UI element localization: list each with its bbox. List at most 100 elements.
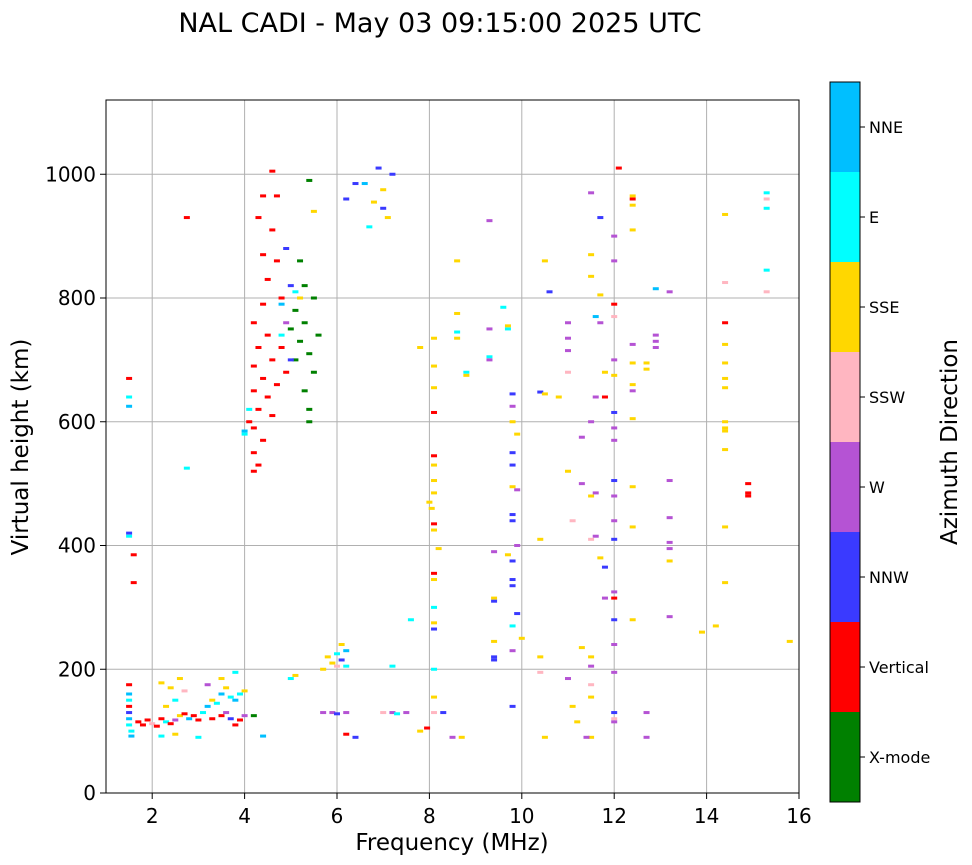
data-point bbox=[500, 305, 507, 309]
data-point bbox=[255, 407, 262, 411]
data-point bbox=[250, 451, 257, 455]
data-point bbox=[611, 643, 618, 646]
data-point bbox=[518, 636, 525, 640]
data-point bbox=[601, 395, 608, 399]
data-point bbox=[491, 599, 498, 603]
x-tick-label: 8 bbox=[423, 804, 436, 828]
data-point bbox=[509, 451, 516, 455]
data-point bbox=[163, 720, 170, 724]
x-tick-label: 2 bbox=[146, 804, 159, 828]
data-point bbox=[431, 695, 438, 699]
colorbar-tick-label: SSE bbox=[869, 298, 899, 317]
data-point bbox=[338, 643, 345, 646]
data-point bbox=[574, 720, 581, 724]
data-point bbox=[209, 717, 216, 721]
data-point bbox=[611, 717, 618, 721]
data-point bbox=[431, 410, 438, 414]
colorbar-tick-label: E bbox=[869, 208, 879, 227]
data-point bbox=[486, 327, 493, 331]
colorbar-tick-label: NNE bbox=[869, 118, 903, 137]
x-tick-label: 14 bbox=[694, 804, 719, 828]
data-point bbox=[504, 324, 511, 328]
data-point bbox=[186, 717, 193, 721]
data-point bbox=[597, 216, 604, 220]
data-point bbox=[163, 704, 170, 708]
x-tick-label: 10 bbox=[509, 804, 534, 828]
data-point bbox=[629, 194, 636, 198]
y-tick-label: 600 bbox=[58, 410, 96, 434]
data-point bbox=[763, 191, 770, 195]
data-point bbox=[722, 525, 729, 529]
data-point bbox=[260, 734, 267, 738]
data-point bbox=[541, 259, 548, 263]
data-point bbox=[126, 698, 133, 702]
data-point bbox=[629, 383, 636, 387]
data-point bbox=[629, 389, 636, 393]
data-point bbox=[172, 698, 179, 702]
data-point bbox=[763, 290, 770, 294]
data-point bbox=[611, 302, 618, 306]
data-point bbox=[232, 670, 239, 674]
data-point bbox=[652, 339, 659, 343]
data-point bbox=[722, 281, 729, 285]
data-point bbox=[509, 704, 516, 708]
data-point bbox=[130, 581, 137, 585]
data-point bbox=[652, 287, 659, 291]
data-point bbox=[128, 734, 135, 738]
colorbar-tick-label: NNW bbox=[869, 568, 909, 587]
data-point bbox=[250, 321, 257, 325]
data-point bbox=[176, 677, 183, 681]
data-point bbox=[514, 488, 521, 492]
data-points bbox=[126, 166, 793, 739]
data-point bbox=[454, 259, 461, 263]
data-point bbox=[352, 182, 359, 186]
data-point bbox=[292, 290, 299, 294]
data-point bbox=[334, 652, 340, 656]
data-point bbox=[629, 203, 636, 207]
x-axis-ticks: 2 4 6 8 10 12 14 16 bbox=[146, 793, 812, 828]
data-point bbox=[278, 333, 285, 337]
colorbar-segment bbox=[830, 262, 860, 352]
data-point bbox=[126, 683, 133, 687]
data-point bbox=[588, 420, 595, 424]
data-point bbox=[463, 370, 470, 374]
data-point bbox=[255, 346, 262, 349]
colorbar-segment bbox=[830, 352, 860, 442]
data-point bbox=[366, 225, 373, 229]
data-point bbox=[431, 711, 438, 715]
data-point bbox=[588, 253, 595, 257]
data-point bbox=[428, 506, 435, 510]
data-point bbox=[629, 618, 636, 622]
data-point bbox=[629, 197, 636, 201]
data-point bbox=[601, 565, 608, 569]
data-point bbox=[343, 711, 350, 715]
data-point bbox=[380, 188, 387, 192]
data-point bbox=[698, 630, 705, 634]
data-point bbox=[431, 491, 438, 495]
data-point bbox=[218, 692, 225, 696]
data-point bbox=[643, 367, 650, 371]
data-point bbox=[135, 720, 142, 724]
data-point bbox=[431, 336, 438, 340]
colorbar-tick-label: X-mode bbox=[869, 748, 930, 767]
data-point bbox=[643, 711, 650, 715]
colorbar-segment bbox=[830, 622, 860, 712]
data-point bbox=[236, 718, 243, 722]
data-point bbox=[394, 712, 401, 716]
data-point bbox=[183, 466, 190, 470]
data-point bbox=[578, 435, 585, 439]
data-point bbox=[338, 658, 345, 662]
data-point bbox=[666, 290, 673, 294]
data-point bbox=[255, 216, 262, 220]
data-point bbox=[722, 361, 729, 365]
data-point bbox=[555, 395, 562, 399]
data-point bbox=[167, 686, 174, 690]
data-point bbox=[611, 494, 618, 498]
data-point bbox=[722, 212, 729, 216]
data-point bbox=[592, 491, 599, 495]
data-point bbox=[343, 732, 350, 736]
data-point bbox=[431, 364, 438, 368]
data-point bbox=[250, 364, 257, 368]
data-point bbox=[126, 711, 133, 715]
